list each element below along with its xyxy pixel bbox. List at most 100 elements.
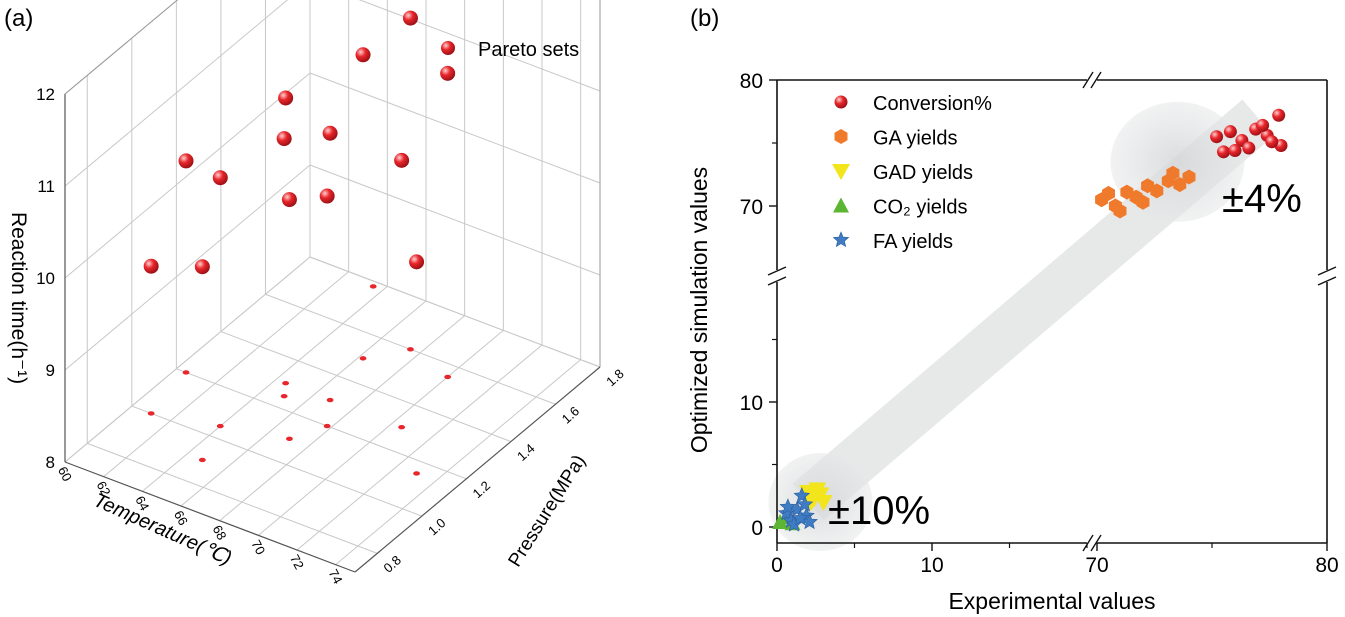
point-circle xyxy=(1265,135,1279,149)
floor-projection-point xyxy=(444,374,452,380)
point-triangle-down xyxy=(814,495,833,511)
x-tick-label: 70 xyxy=(248,537,268,557)
pareto-point xyxy=(394,152,410,168)
y-tick-label: 1.2 xyxy=(470,478,493,501)
pareto-point xyxy=(143,258,159,274)
x-tick-label: 74 xyxy=(326,567,346,587)
x-tick-label: 0 xyxy=(771,554,783,577)
y-tick-label: 1.4 xyxy=(514,441,537,464)
y-tick-label: 70 xyxy=(740,196,763,219)
z-tick-label: 11 xyxy=(37,177,55,196)
point-hexagon xyxy=(1182,169,1196,185)
point-circle xyxy=(1223,125,1237,139)
legend-b: Conversion% GA yields GAD yields CO₂ yields… xyxy=(832,93,992,253)
floor-grid-x xyxy=(103,271,349,478)
y-tick-label: 10 xyxy=(740,392,763,415)
halo-4pct xyxy=(1110,101,1245,222)
axis-break-mark xyxy=(1090,71,1102,89)
floor-grid-y xyxy=(176,368,467,480)
x-tick-label: 60 xyxy=(55,464,75,484)
axis-break-mark xyxy=(1090,534,1102,552)
y-tick-label: 1.8 xyxy=(603,366,626,389)
floor-projections xyxy=(147,284,452,476)
left-wall-grid-z xyxy=(64,0,179,95)
pareto-point xyxy=(409,254,425,270)
z-tick-label: 9 xyxy=(46,361,55,380)
point-circle xyxy=(1256,118,1270,132)
axis-break-mark xyxy=(1317,266,1337,276)
floor-projection-point xyxy=(216,423,224,429)
panel-b: (b) 0 10 70 80 0 10 70 80 Conversion% GA yields G… xyxy=(686,5,1339,614)
point-triangle-down xyxy=(808,482,827,499)
axis-x xyxy=(64,461,356,573)
point-circle xyxy=(1242,141,1256,155)
panel-a: (a) 60 62 64 66 68 70 72 74 0.8 1.0 1.2 1.4 1.6 1.8 8 9… xyxy=(4,0,627,586)
floor-grid-x xyxy=(142,285,388,492)
floor-projection-point xyxy=(413,471,420,476)
point-hexagon xyxy=(1150,183,1164,199)
floor-grid-y xyxy=(220,331,512,443)
floor-projection-point xyxy=(147,411,155,416)
y-axis-label-b: Optimized simulation values xyxy=(686,167,712,453)
point-hexagon xyxy=(1113,203,1127,219)
x-tick-label: 62 xyxy=(94,479,114,499)
point-star xyxy=(796,495,814,512)
y-tick-label: 0.8 xyxy=(381,552,404,575)
back-wall-grid-z xyxy=(309,256,601,368)
legend-marker-circle xyxy=(834,95,848,109)
left-wall-grid-z xyxy=(64,72,311,279)
legend-label: Conversion% xyxy=(873,93,992,115)
floor-projection-point xyxy=(198,457,206,463)
floor-projection-point xyxy=(282,380,290,386)
floor-projection-point xyxy=(286,436,293,441)
pareto-point xyxy=(440,65,456,81)
floor-projection-point xyxy=(369,284,377,289)
floor-grid-x xyxy=(335,359,581,566)
floor-projection-point xyxy=(182,370,190,375)
z-axis-label: Reaction time(h⁻¹) xyxy=(7,212,30,384)
left-wall-grid-z xyxy=(64,256,311,463)
point-circle xyxy=(1272,108,1286,122)
frame-top-left xyxy=(64,0,179,95)
z-tick-label: 8 xyxy=(46,453,55,472)
panel-b-label: (b) xyxy=(690,5,719,32)
pareto-point xyxy=(178,153,194,169)
pareto-point xyxy=(319,188,335,204)
z-tick-label: 10 xyxy=(36,269,55,288)
floor-grid-x xyxy=(296,344,543,551)
x-tick-label: 68 xyxy=(210,523,230,543)
legend-marker-triangle-up xyxy=(833,197,849,213)
legend-a: Pareto sets xyxy=(441,39,579,61)
y-tick-label: 0 xyxy=(751,517,763,540)
x-tick-label: 72 xyxy=(287,552,307,572)
left-wall-grid-z xyxy=(64,0,289,187)
legend-marker-pareto xyxy=(441,41,455,55)
panel-a-label: (a) xyxy=(4,5,33,32)
axis-break-mark xyxy=(767,266,787,276)
legend-label: GAD yields xyxy=(873,162,973,184)
floor-projection-point xyxy=(323,423,331,429)
z-tick-label: 12 xyxy=(36,85,55,104)
floor-projection-point xyxy=(280,393,288,399)
point-hexagon xyxy=(1102,185,1115,201)
y-tick-label: 80 xyxy=(740,70,763,93)
pareto-point xyxy=(276,131,292,147)
legend-label: CO₂ yields xyxy=(873,197,967,219)
x-tick-label: 80 xyxy=(1315,554,1338,577)
x-tick-label: 70 xyxy=(1085,554,1108,577)
pareto-point xyxy=(402,10,418,26)
floor-grid-x xyxy=(219,315,465,522)
pareto-point xyxy=(281,192,297,208)
back-wall-grid-z xyxy=(309,72,601,184)
legend-label-pareto: Pareto sets xyxy=(478,39,579,61)
annotation-10pct: ±10% xyxy=(828,489,930,533)
floor-projection-point xyxy=(359,356,367,361)
y-axis-label: Pressure(MPa) xyxy=(505,451,591,570)
scatter-points-2d xyxy=(772,108,1288,532)
legend-marker-star xyxy=(832,231,850,248)
x-axis-label-b: Experimental values xyxy=(948,588,1155,614)
point-circle xyxy=(1210,130,1224,144)
floor-grid-x xyxy=(180,300,427,507)
axis-break-mark xyxy=(767,276,787,286)
